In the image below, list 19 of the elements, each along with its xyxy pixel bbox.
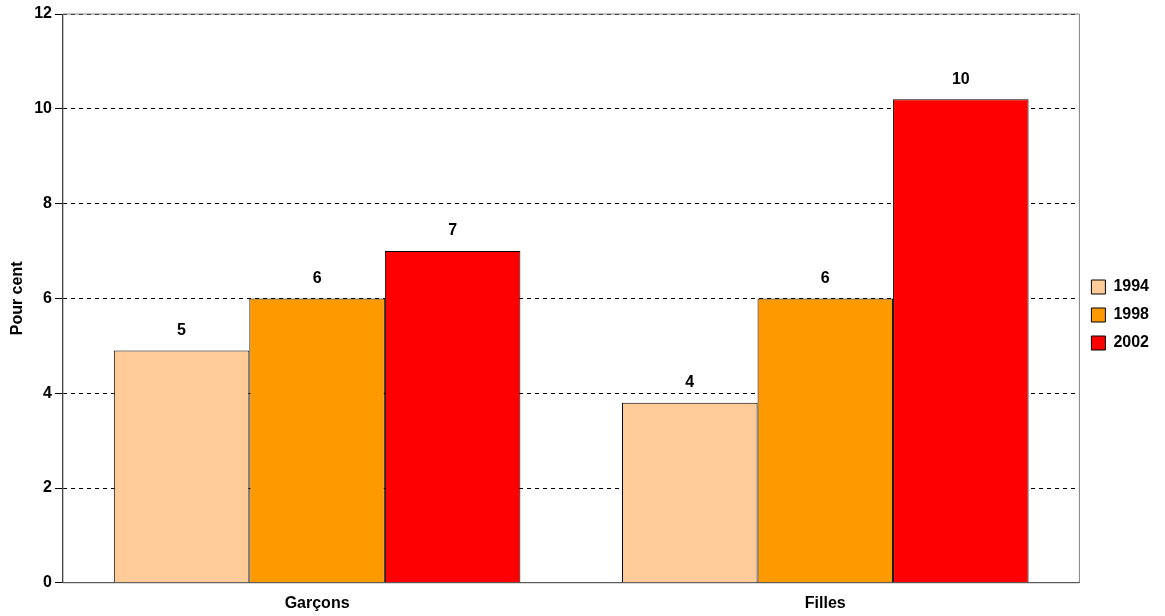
- y-tick-label: 6: [43, 288, 53, 306]
- data-label: 10: [951, 69, 970, 87]
- y-tick-label: 4: [43, 383, 53, 401]
- y-tick-label: 8: [43, 194, 53, 212]
- y-tick-label: 12: [34, 4, 53, 22]
- data-label: 7: [448, 221, 458, 239]
- data-label: 6: [312, 268, 322, 286]
- x-tick-label: Filles: [804, 593, 846, 611]
- y-tick-label: 0: [43, 573, 53, 591]
- legend-label: 1994: [1113, 277, 1150, 295]
- data-label: 4: [685, 373, 695, 391]
- y-axis-title: Pour cent: [8, 260, 26, 336]
- data-label: 5: [177, 320, 187, 338]
- data-label: 6: [820, 268, 830, 286]
- legend-label: 2002: [1113, 333, 1150, 351]
- y-tick-label: 10: [34, 99, 53, 117]
- legend-label: 1998: [1113, 305, 1150, 323]
- x-tick-label: Garçons: [284, 593, 350, 611]
- y-tick-label: 2: [43, 478, 53, 496]
